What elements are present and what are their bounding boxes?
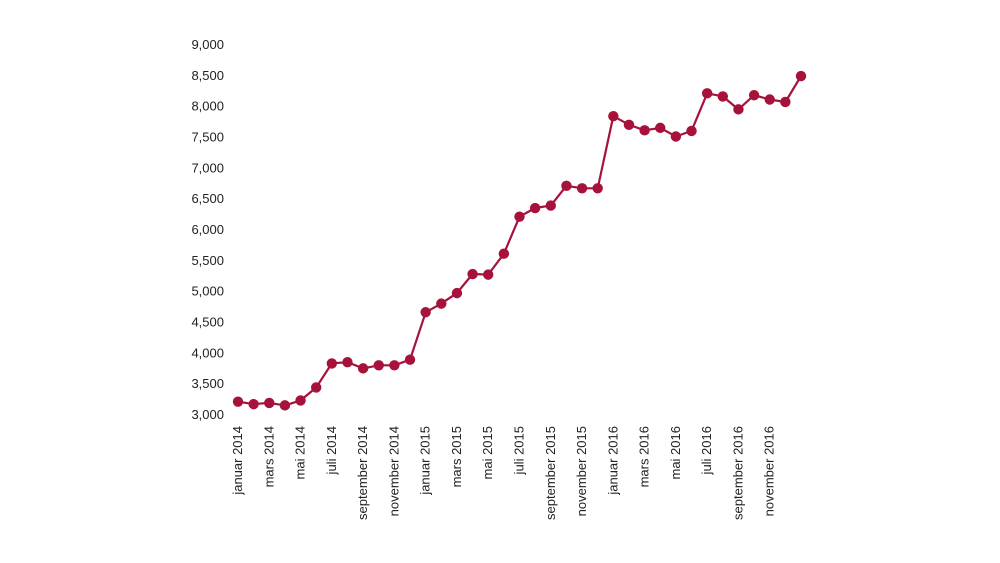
- x-tick-label: mai 2016: [668, 426, 683, 479]
- x-tick-label: juli 2016: [699, 426, 714, 475]
- x-tick-label: januar 2014: [230, 426, 245, 496]
- series-points-group: [232, 70, 807, 411]
- data-point[interactable]: [529, 202, 541, 214]
- data-point[interactable]: [436, 298, 447, 309]
- x-tick-label: mai 2014: [293, 426, 308, 479]
- x-tick-label: mars 2014: [261, 426, 276, 487]
- data-point[interactable]: [639, 125, 650, 136]
- data-point[interactable]: [545, 200, 556, 211]
- x-tick-label: januar 2016: [605, 426, 620, 496]
- data-point[interactable]: [420, 307, 431, 318]
- y-axis-ticks: 3,000 3,500 4,000 4,500 5,000 5,500 6,000 6,500…: [191, 37, 224, 422]
- data-point[interactable]: [326, 358, 338, 369]
- data-point[interactable]: [686, 125, 697, 137]
- x-tick-label: mars 2015: [449, 426, 464, 487]
- data-point[interactable]: [498, 248, 510, 259]
- data-point[interactable]: [733, 104, 744, 115]
- x-tick-label: november 2015: [574, 426, 589, 516]
- x-axis-ticks: januar 2014 mars 2014 mai 2014 juli 2014 sep…: [230, 426, 777, 520]
- series-line: [237, 75, 802, 407]
- data-point[interactable]: [764, 94, 775, 105]
- y-tick-label: 6,500: [191, 191, 224, 206]
- data-point[interactable]: [467, 268, 478, 280]
- y-tick-label: 3,000: [191, 407, 224, 422]
- data-point[interactable]: [561, 180, 572, 192]
- x-tick-label: september 2016: [730, 426, 745, 520]
- x-tick-label: november 2014: [386, 426, 401, 516]
- y-tick-label: 5,000: [191, 284, 224, 299]
- x-tick-label: juli 2015: [512, 426, 527, 475]
- data-point[interactable]: [701, 88, 713, 99]
- x-tick-label: januar 2015: [418, 426, 433, 496]
- data-point[interactable]: [670, 131, 682, 142]
- data-point[interactable]: [748, 89, 760, 101]
- data-point[interactable]: [342, 357, 353, 368]
- data-point[interactable]: [451, 287, 463, 299]
- x-tick-label: mai 2015: [480, 426, 495, 479]
- data-point[interactable]: [623, 119, 635, 130]
- data-point[interactable]: [373, 360, 384, 371]
- data-point[interactable]: [655, 122, 666, 134]
- y-tick-label: 8,000: [191, 99, 224, 114]
- y-tick-label: 5,500: [191, 253, 224, 268]
- x-tick-label: september 2015: [543, 426, 558, 520]
- y-tick-label: 4,000: [191, 345, 224, 360]
- data-point[interactable]: [780, 96, 791, 108]
- data-point[interactable]: [248, 398, 259, 410]
- x-tick-label: september 2014: [355, 426, 370, 520]
- data-point[interactable]: [404, 354, 416, 365]
- data-point[interactable]: [717, 91, 729, 102]
- y-tick-label: 4,500: [191, 315, 224, 330]
- y-tick-label: 7,000: [191, 160, 224, 175]
- data-point[interactable]: [576, 183, 588, 194]
- data-point[interactable]: [483, 269, 494, 280]
- y-tick-label: 7,500: [191, 130, 224, 145]
- x-tick-label: november 2016: [762, 426, 777, 516]
- y-tick-label: 9,000: [191, 37, 224, 52]
- data-point[interactable]: [357, 363, 369, 374]
- data-point[interactable]: [264, 397, 275, 409]
- data-point[interactable]: [279, 400, 291, 411]
- data-point[interactable]: [310, 382, 322, 393]
- series-line-group: [237, 75, 802, 407]
- x-tick-label: mars 2016: [637, 426, 652, 487]
- y-tick-label: 8,500: [191, 68, 224, 83]
- data-point[interactable]: [795, 70, 807, 82]
- data-point[interactable]: [232, 396, 244, 407]
- y-tick-label: 6,000: [191, 222, 224, 237]
- data-point[interactable]: [389, 360, 400, 371]
- data-point[interactable]: [514, 211, 525, 222]
- data-point[interactable]: [608, 110, 619, 122]
- y-tick-label: 3,500: [191, 376, 224, 391]
- data-point[interactable]: [592, 183, 603, 194]
- data-point[interactable]: [295, 395, 306, 406]
- x-tick-label: juli 2014: [324, 426, 339, 475]
